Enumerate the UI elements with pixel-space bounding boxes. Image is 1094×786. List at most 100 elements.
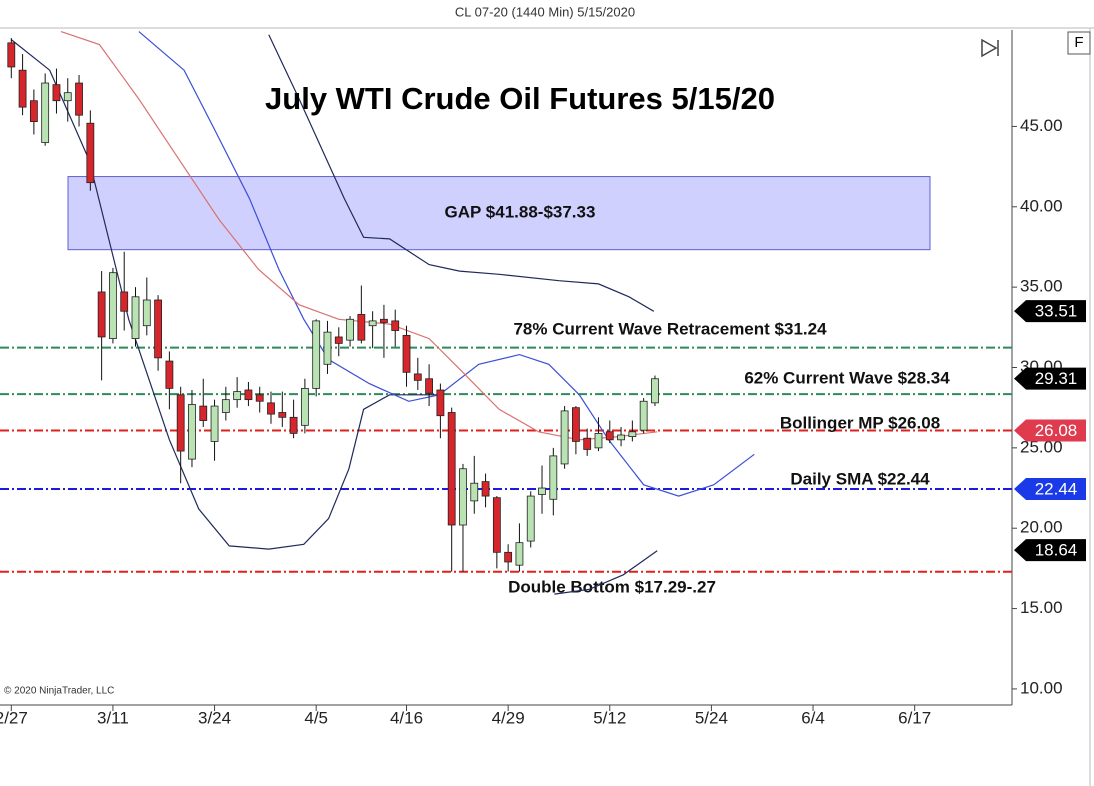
- gap-zone: [67, 176, 931, 251]
- price-marker-label: 18.64: [1035, 541, 1078, 560]
- f-button[interactable]: [1067, 31, 1091, 55]
- chart-title: July WTI Crude Oil Futures 5/15/20: [265, 81, 775, 116]
- price-marker: [1014, 419, 1086, 442]
- level-label: Double Bottom $17.29-.27: [508, 577, 716, 596]
- candle-body: [346, 318, 354, 341]
- scroll-icon[interactable]: [981, 38, 999, 58]
- y-tick-label: 40.00: [1020, 196, 1063, 215]
- candle-body: [425, 378, 434, 394]
- candle-body: [52, 84, 61, 102]
- plot-area: 10.0015.0020.0025.0030.0035.0040.0045.00…: [0, 30, 1063, 727]
- candle-body: [176, 394, 185, 452]
- level-label: Daily SMA $22.44: [790, 469, 930, 488]
- candle-body: [221, 399, 230, 413]
- candle-body: [142, 299, 151, 327]
- candle-body: [334, 336, 343, 344]
- candle-body: [86, 122, 95, 184]
- candle-body: [131, 296, 140, 339]
- candle-body: [538, 487, 546, 495]
- candle-body: [75, 82, 83, 116]
- candle-body: [571, 407, 580, 442]
- candle-body: [210, 405, 219, 442]
- candle-body: [504, 551, 513, 563]
- chart-header: CL 07-20 (1440 Min) 5/15/2020: [455, 4, 635, 19]
- candle-body: [413, 373, 422, 381]
- candle-body: [188, 404, 196, 460]
- candle-body: [267, 402, 275, 415]
- candle-body: [447, 412, 456, 526]
- candle-body: [289, 416, 298, 434]
- x-tick-label: 4/29: [492, 708, 525, 727]
- x-tick-label: 4/16: [390, 708, 423, 727]
- candle-body: [549, 455, 558, 500]
- candle-body: [459, 468, 467, 526]
- candle-body: [560, 410, 569, 465]
- y-tick-label: 20.00: [1020, 518, 1063, 537]
- indicator-line: [268, 34, 655, 312]
- candle-body: [300, 387, 309, 426]
- candle-body: [436, 389, 445, 417]
- level-label: 78% Current Wave Retracement $31.24: [513, 319, 827, 338]
- price-marker-label: 33.51: [1035, 302, 1078, 321]
- price-marker: [1014, 300, 1086, 323]
- x-tick-label: 4/5: [304, 708, 328, 727]
- f-button-label: F: [1074, 34, 1083, 51]
- price-marker: [1014, 539, 1086, 562]
- candle-body: [391, 320, 400, 331]
- y-tick-label: 10.00: [1020, 678, 1063, 697]
- candle-body: [357, 314, 366, 341]
- candle-body: [278, 412, 287, 418]
- candle-body: [7, 42, 16, 68]
- candle-body: [255, 394, 264, 402]
- price-marker-label: 26.08: [1035, 421, 1078, 440]
- candle-body: [199, 405, 208, 421]
- candle-body: [380, 318, 388, 323]
- y-tick-label: 25.00: [1020, 437, 1063, 456]
- candle-body: [97, 291, 106, 338]
- y-tick-label: 35.00: [1020, 277, 1063, 296]
- x-tick-label: 5/12: [593, 708, 626, 727]
- candle-body: [165, 360, 174, 389]
- price-marker: [1014, 367, 1086, 390]
- candle-body: [63, 92, 72, 102]
- x-tick-label: 2/27: [0, 708, 28, 727]
- candle-body: [154, 299, 162, 359]
- candle-body: [29, 100, 38, 123]
- candle-body: [244, 389, 253, 401]
- candle-body: [617, 434, 625, 441]
- candle-body: [402, 334, 411, 373]
- candle-body: [492, 497, 501, 553]
- y-tick-label: 45.00: [1020, 116, 1063, 135]
- candle-body: [583, 437, 592, 450]
- copyright: © 2020 NinjaTrader, LLC: [4, 686, 114, 697]
- price-marker-label: 29.31: [1035, 369, 1078, 388]
- candle-body: [651, 378, 659, 404]
- candle-body: [18, 69, 27, 108]
- candle-body: [639, 400, 648, 431]
- gap-label: GAP $41.88-$37.33: [445, 203, 596, 222]
- candle-body: [323, 331, 332, 365]
- candle-body: [120, 291, 129, 312]
- level-label: Bollinger MP $26.08: [780, 413, 940, 432]
- level-label: 62% Current Wave $28.34: [744, 368, 950, 387]
- candle-body: [470, 482, 479, 502]
- x-tick-label: 5/24: [695, 708, 728, 727]
- price-marker: [1014, 478, 1086, 500]
- x-tick-label: 3/11: [97, 708, 129, 727]
- candle-body: [41, 82, 50, 143]
- candle-body: [481, 481, 490, 497]
- y-tick-label: 15.00: [1020, 598, 1063, 617]
- candle-body: [526, 495, 535, 542]
- candle-body: [368, 320, 377, 327]
- candle-body: [233, 391, 242, 401]
- x-tick-label: 6/17: [898, 708, 931, 727]
- candle-body: [109, 272, 117, 339]
- x-tick-label: 6/4: [801, 708, 825, 727]
- indicator-line: [10, 39, 440, 550]
- candle-body: [312, 320, 321, 389]
- price-marker-label: 22.44: [1035, 479, 1078, 498]
- candle-body: [628, 431, 637, 438]
